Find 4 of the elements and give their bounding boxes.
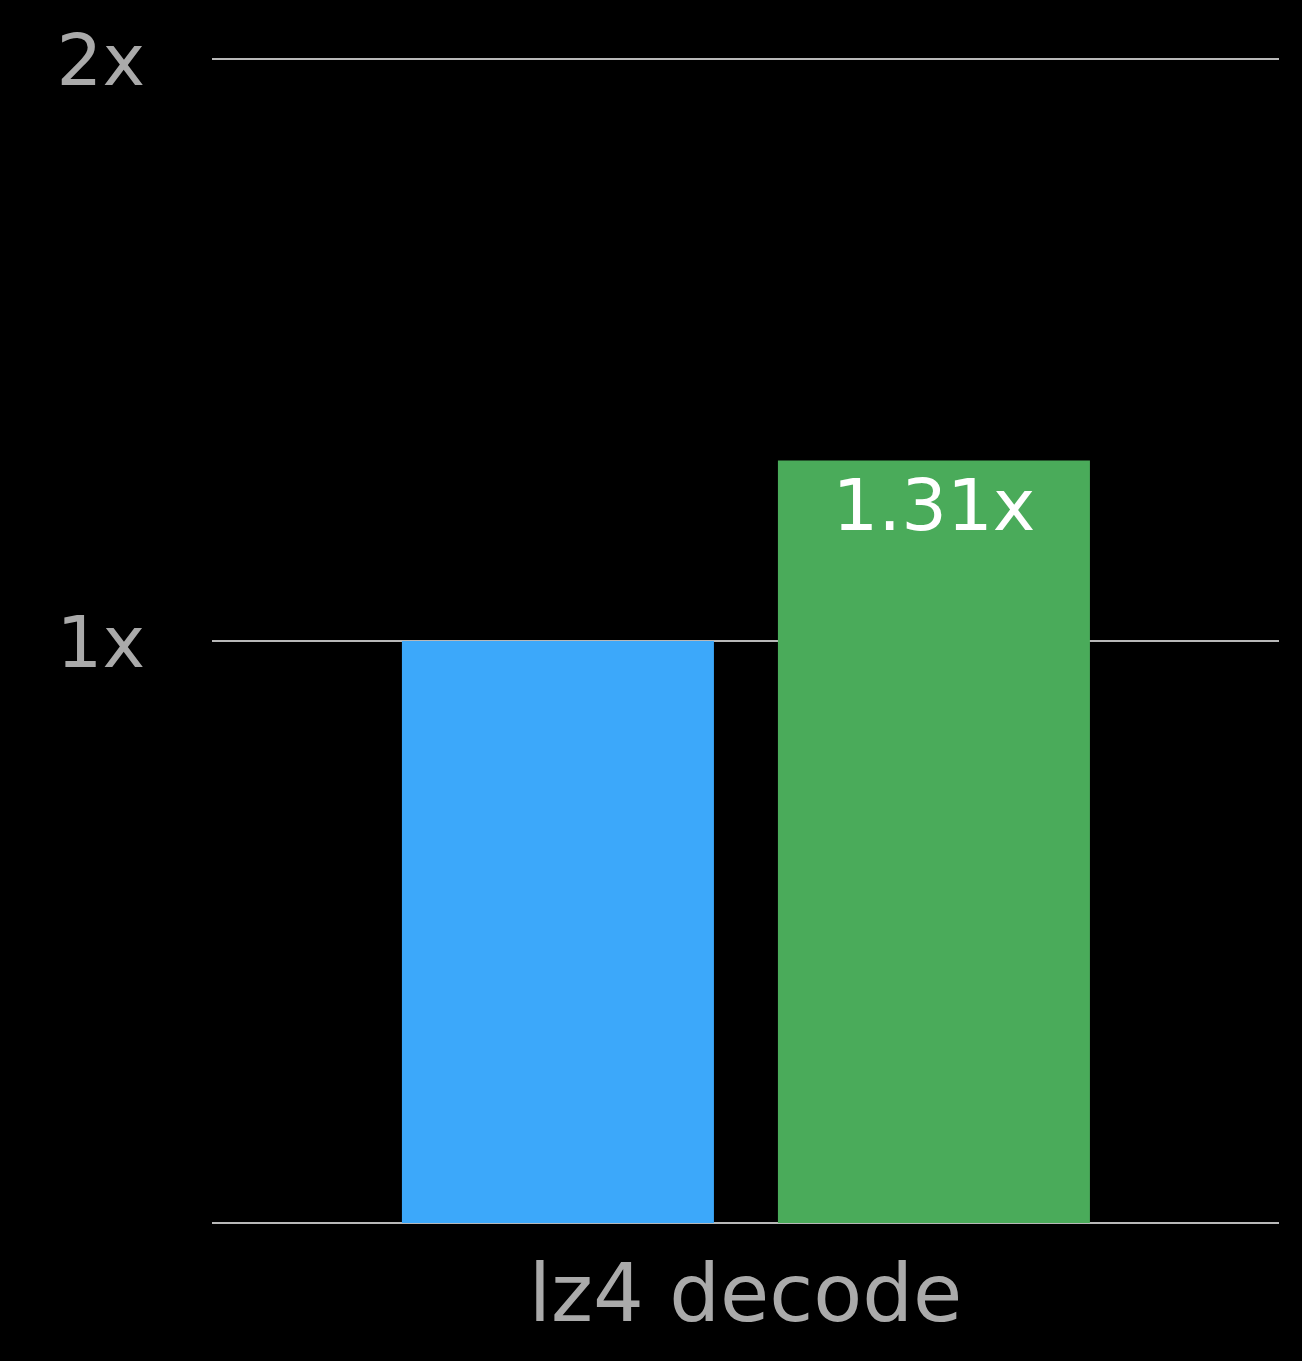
x-tick-label: lz4 decode <box>528 1247 963 1340</box>
data-label: 1.31x <box>832 462 1036 547</box>
y-tick-label: 1x <box>56 600 145 684</box>
y-tick-label: 2x <box>56 18 145 102</box>
